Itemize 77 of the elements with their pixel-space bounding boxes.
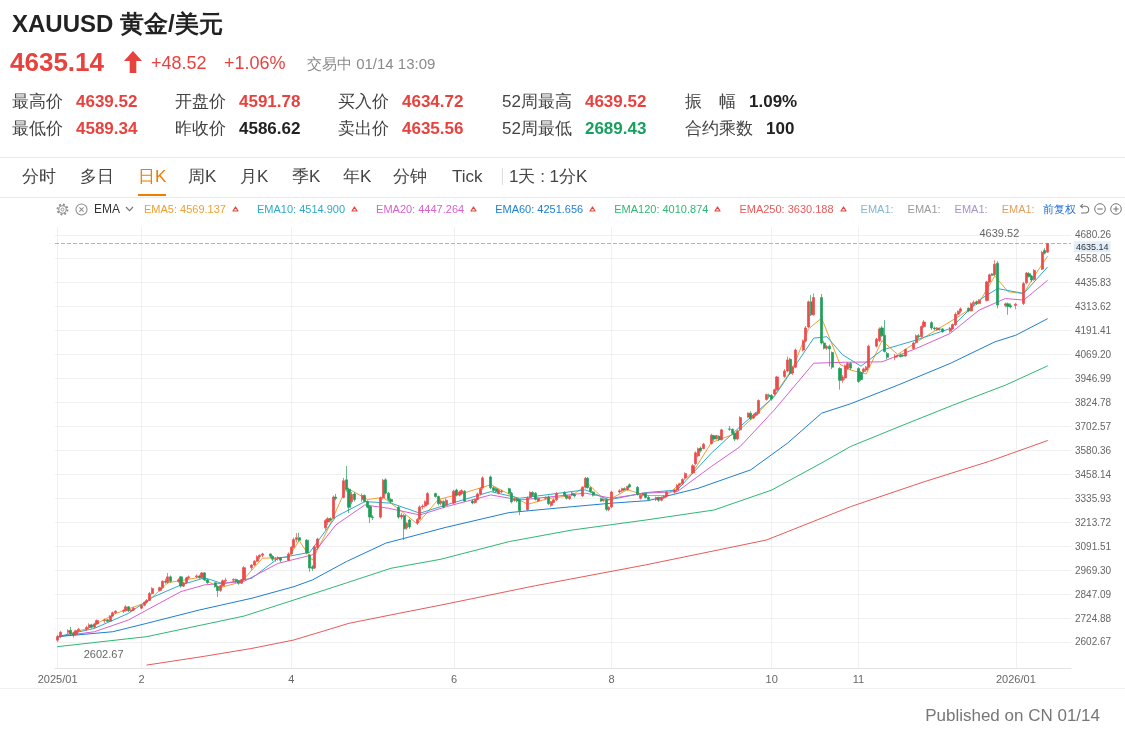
text: EMA20: 4447.264	[376, 202, 465, 215]
text: 合约乘数	[685, 119, 753, 138]
text: Tick	[452, 167, 483, 186]
x-tick-label: 4	[288, 672, 295, 685]
x-tick-label: 2025/01	[37, 672, 78, 685]
text: EMA60: 4251.656	[495, 202, 584, 215]
text: EMA1:	[954, 202, 988, 215]
text: 最高价	[12, 92, 63, 111]
annotation: 2602.67	[83, 648, 124, 660]
text: 分钟	[393, 167, 427, 186]
y-tick-label: 3946.99	[1075, 373, 1112, 385]
x-tick-label: 2026/01	[995, 672, 1036, 685]
y-tick-label: 3458.14	[1075, 468, 1112, 480]
text: 交易中 01/14 13:09	[307, 55, 436, 72]
x-tick-label: 6	[450, 672, 458, 685]
text: 前复权	[1042, 202, 1076, 215]
y-tick-label: 3091.51	[1075, 540, 1112, 552]
text: 4586.62	[239, 119, 301, 138]
text: 4635.56	[402, 119, 464, 138]
text: 周K	[188, 167, 217, 186]
y-tick-label: 4680.26	[1075, 229, 1112, 241]
text: 分时	[22, 167, 56, 186]
x-tick-label: 8	[608, 672, 615, 685]
ref-line-label: 4635.14	[1076, 241, 1109, 252]
text: EMA1:	[907, 202, 941, 215]
text: 多日	[80, 167, 114, 186]
y-tick-label: 2724.88	[1075, 612, 1112, 624]
text: EMA1:	[860, 202, 894, 215]
y-tick-label: 4435.83	[1075, 277, 1112, 289]
text: 4589.34	[76, 119, 138, 138]
x-tick-label: 2	[138, 672, 145, 685]
text: EMA1:	[1001, 202, 1035, 215]
text: 振 幅	[685, 92, 736, 111]
text: 卖出价	[338, 119, 389, 138]
annotation: 4639.52	[979, 226, 1020, 239]
text: 4639.52	[76, 92, 138, 111]
chart-title: XAUUSD 黄金/美元	[12, 10, 223, 37]
text: 52周最高	[502, 92, 572, 111]
text: 日K	[138, 167, 167, 196]
y-tick-label: 3702.57	[1075, 420, 1112, 432]
text: +1.06%	[224, 53, 286, 73]
y-tick-label: 2969.30	[1075, 564, 1112, 576]
text: EMA10: 4514.900	[256, 202, 346, 215]
text: 52周最低	[502, 119, 572, 138]
text: 年K	[343, 167, 372, 186]
y-tick-label: 4191.41	[1075, 325, 1112, 337]
y-tick-label: 4558.05	[1075, 253, 1112, 265]
text: 最低价	[12, 119, 63, 138]
text: 4634.72	[402, 92, 464, 111]
text: 季K	[292, 167, 321, 186]
text: Published on CN 01/14	[925, 706, 1100, 725]
text: 4635.14	[10, 47, 104, 77]
x-tick-label: 11	[852, 672, 865, 685]
text: EMA120: 4010.874	[614, 202, 709, 215]
text: 100	[766, 119, 795, 138]
text: 1天 : 1分K	[502, 167, 588, 186]
y-tick-label: 2847.09	[1075, 588, 1112, 600]
text: 买入价	[338, 92, 389, 111]
text: 开盘价	[175, 92, 226, 111]
x-tick-label: 10	[765, 672, 778, 685]
y-tick-label: 2602.67	[1075, 636, 1112, 648]
text: 昨收价	[175, 119, 226, 138]
y-tick-label: 3335.93	[1075, 492, 1112, 504]
y-tick-label: 3213.72	[1075, 516, 1112, 528]
y-tick-label: 4069.20	[1075, 349, 1112, 361]
text: 月K	[240, 167, 269, 186]
y-tick-label: 3824.78	[1075, 396, 1112, 408]
y-tick-label: 4313.62	[1075, 301, 1112, 313]
text: EMA250: 3630.188	[739, 202, 834, 215]
text: 1.09%	[749, 92, 798, 111]
text: 4591.78	[239, 92, 301, 111]
text: EMA	[94, 202, 121, 216]
y-tick-label: 3580.36	[1075, 444, 1112, 456]
text: 4639.52	[584, 92, 647, 111]
text: EMA5: 4569.137	[144, 202, 226, 215]
text: 2689.43	[584, 119, 647, 138]
text: +48.52	[151, 53, 207, 73]
